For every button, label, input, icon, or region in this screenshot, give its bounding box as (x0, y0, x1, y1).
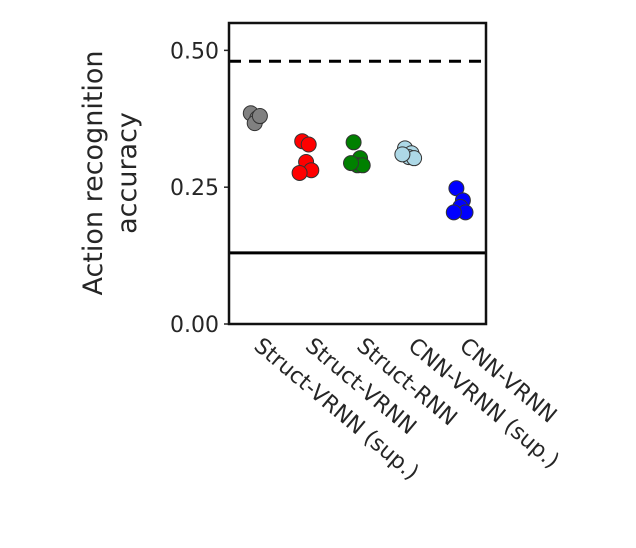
point (394, 146, 411, 163)
point (291, 164, 308, 181)
y-tick-label: 0.00 (170, 313, 219, 338)
point (345, 134, 362, 151)
point (251, 108, 268, 125)
plot-frame (227, 21, 488, 326)
point (343, 155, 359, 172)
y-tick-label: 0.25 (170, 176, 219, 201)
y-axis-label: Action recognition accuracy (78, 50, 143, 295)
y-tick-label: 0.50 (170, 39, 219, 64)
point (300, 136, 317, 153)
point (445, 204, 462, 221)
